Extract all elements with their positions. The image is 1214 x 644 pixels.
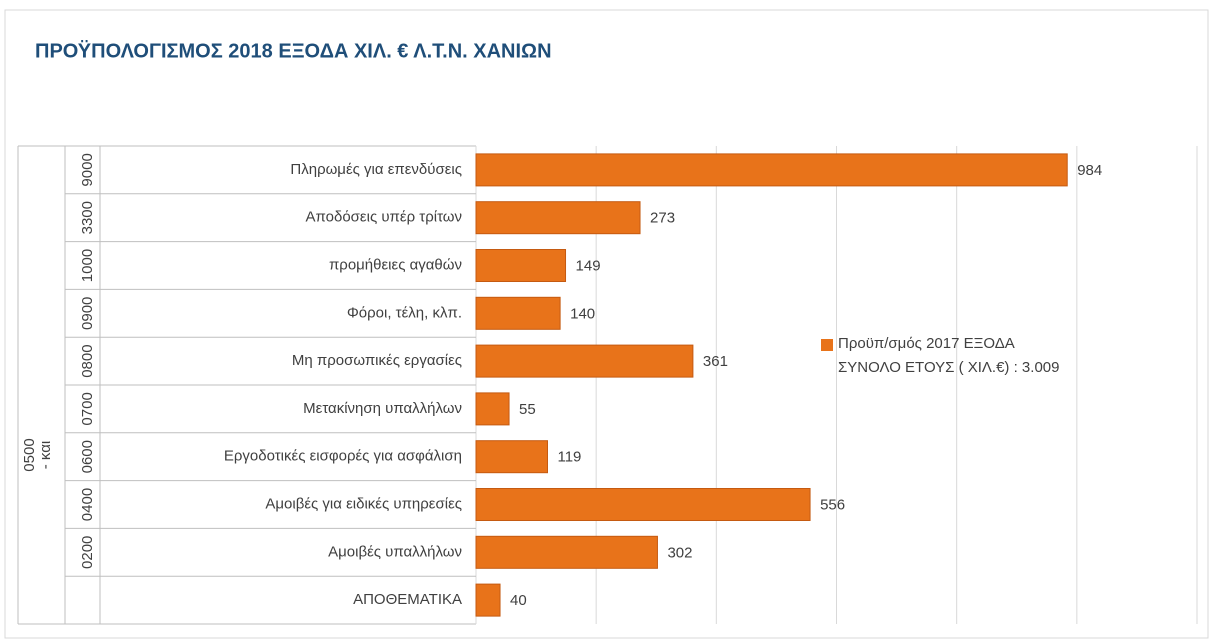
value-label: 556 [820,496,845,513]
group-label: 0500 [21,438,38,471]
chart-border [4,9,1209,639]
value-label: 302 [667,544,692,561]
value-label: 984 [1077,162,1102,179]
code-label: 0200 [79,536,96,569]
code-label: 9000 [79,153,96,186]
bar [475,440,548,474]
code-label: 0900 [79,297,96,330]
category-label: Φόροι, τέλη, κλπ. [347,304,462,321]
bar [475,488,811,521]
value-label: 119 [557,449,581,466]
bar [475,535,658,569]
legend-swatch [821,339,833,351]
value-label: 40 [510,592,527,609]
group-label: - και [37,441,54,469]
value-label: 149 [576,257,601,274]
bar [475,249,567,282]
category-label: Μετακίνηση υπαλλήλων [303,400,462,417]
category-label: προμήθειες αγαθών [329,256,462,273]
category-label: Αμοιβές υπαλλήλων [328,543,462,560]
category-label: Εργοδοτικές εισφορές για ασφάλιση [224,448,462,465]
value-label: 140 [570,305,595,322]
bar [475,344,694,378]
bar [475,201,641,235]
bar [475,392,510,426]
code-label: 0800 [79,344,96,377]
category-label: Πληρωμές για επενδύσεις [290,161,462,178]
category-label: ΑΠΟΘΕΜΑΤΙΚΑ [353,591,462,608]
value-label: 55 [519,401,536,418]
bar [475,153,1068,187]
chart-title: ΠΡΟΫΠΟΛΟΓΙΣΜΟΣ 2018 ΕΞΟΔΑ ΧΙΛ. € Λ.Τ.Ν. … [35,39,552,62]
code-label: 0400 [79,488,96,521]
code-label: 0600 [79,440,96,473]
code-label: 1000 [79,249,96,282]
bar [475,583,501,617]
value-label: 361 [703,353,728,370]
code-label: 3300 [79,201,96,234]
bar [475,296,561,330]
category-label: Αμοιβές για ειδικές υπηρεσίες [265,495,462,512]
value-label: 273 [650,210,675,227]
legend-label: Προϋπ/σμός 2017 ΕΞΟΔΑ ΣΥΝΟΛΟ ΕΤΟΥΣ ( ΧΙΛ… [838,335,1060,376]
code-label: 0700 [79,392,96,425]
category-label: Αποδόσεις υπέρ τρίτων [305,209,462,226]
category-label: Μη προσωπικές εργασίες [292,352,462,369]
